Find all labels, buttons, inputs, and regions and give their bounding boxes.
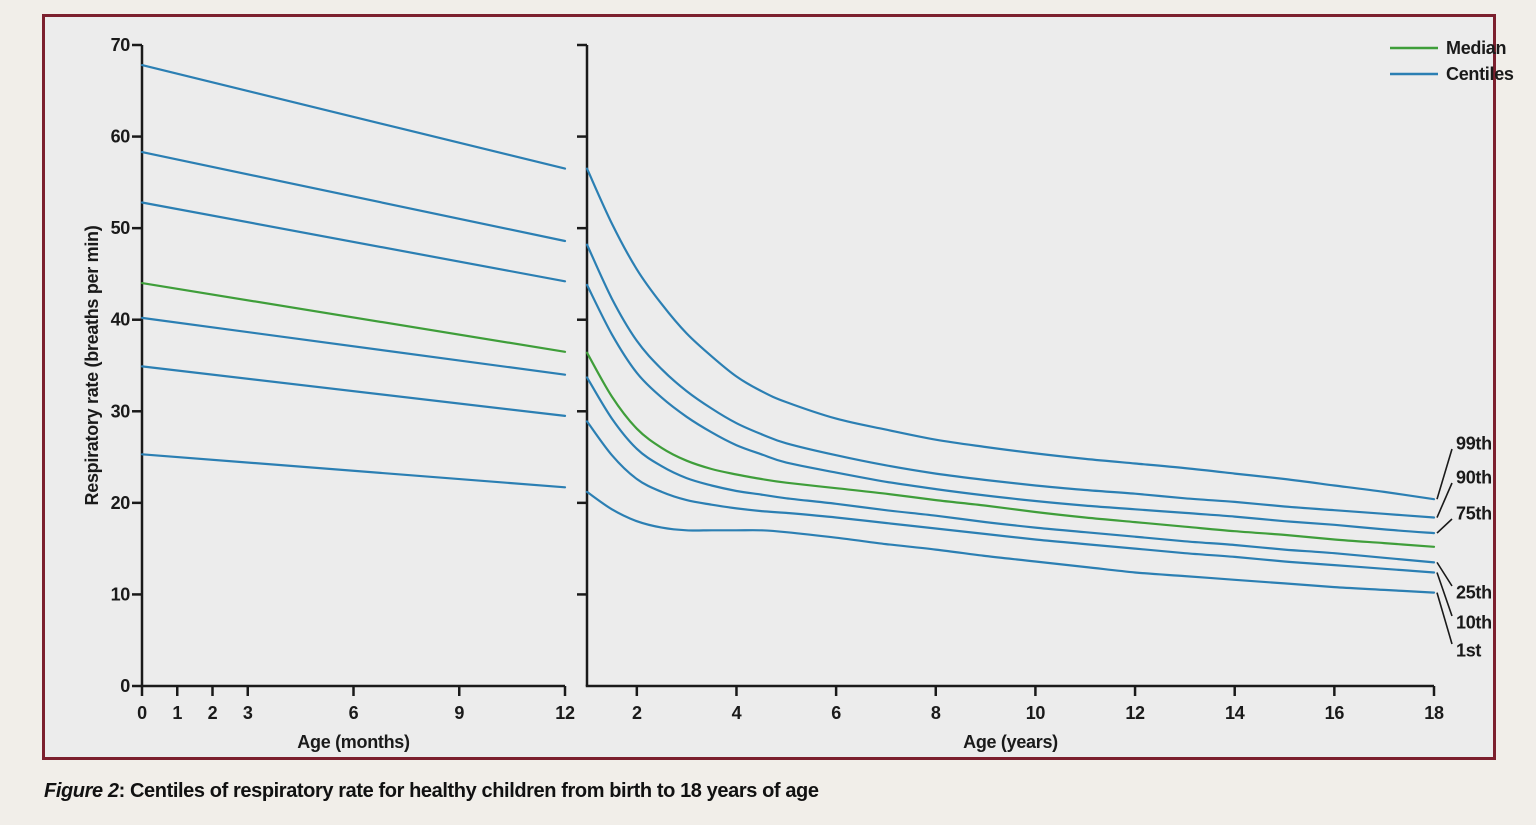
x-tick-label: 4 <box>732 703 742 723</box>
y-tick-label: 60 <box>111 127 131 147</box>
x-tick-label: 6 <box>349 703 359 723</box>
leader-line-10th <box>1436 572 1453 617</box>
centile-line-99th <box>585 167 1436 501</box>
x-tick-label: 18 <box>1424 703 1444 723</box>
centile-line-25th <box>585 376 1436 564</box>
leader-line-90th <box>1436 482 1453 518</box>
leader-line-1st <box>1436 592 1453 645</box>
centile-line-25th <box>140 316 567 376</box>
x-tick-label: 16 <box>1325 703 1345 723</box>
y-tick-label: 0 <box>120 676 130 696</box>
centile-line-10th <box>140 365 567 417</box>
centile-line-90th <box>585 243 1436 519</box>
x-tick-label: 14 <box>1225 703 1245 723</box>
x-tick-label: 10 <box>1026 703 1046 723</box>
y-tick-label: 20 <box>111 493 131 513</box>
y-tick-label: 50 <box>111 218 131 238</box>
y-axis-title: Respiratory rate (breaths per min) <box>82 225 102 505</box>
y-tick-label: 40 <box>111 310 131 330</box>
x-tick-label: 2 <box>208 703 218 723</box>
x-tick-label: 3 <box>243 703 253 723</box>
x-tick-label: 12 <box>1125 703 1145 723</box>
centile-line-10th <box>585 420 1436 574</box>
x-tick-label: 0 <box>137 703 147 723</box>
centile-end-label-90th: 90th <box>1456 468 1492 488</box>
leader-line-99th <box>1436 448 1453 500</box>
x-tick-label: 6 <box>831 703 841 723</box>
leader-line-25th <box>1436 561 1453 587</box>
figure-caption: Figure 2: Centiles of respiratory rate f… <box>44 780 1494 803</box>
leader-line-75th <box>1436 518 1453 534</box>
x-tick-label: 9 <box>454 703 464 723</box>
centile-line-90th <box>140 151 567 243</box>
x-tick-label: 2 <box>632 703 642 723</box>
figure-caption-label: Figure 2 <box>44 780 119 802</box>
figure-caption-text: : Centiles of respiratory rate for healt… <box>118 780 819 802</box>
legend-label-centiles: Centiles <box>1446 64 1514 84</box>
centile-end-label-10th: 10th <box>1456 613 1492 633</box>
y-tick-label: 70 <box>111 35 131 55</box>
right-x-axis-title: Age (years) <box>963 732 1058 752</box>
centile-line-median <box>585 351 1436 548</box>
centile-line-75th <box>585 283 1436 535</box>
centile-end-label-75th: 75th <box>1456 504 1492 524</box>
x-tick-label: 12 <box>555 703 575 723</box>
left-x-axis-title: Age (months) <box>297 732 410 752</box>
centile-end-label-1st: 1st <box>1456 641 1481 661</box>
x-tick-label: 1 <box>172 703 182 723</box>
y-tick-label: 10 <box>111 584 131 604</box>
centile-line-75th <box>140 201 567 283</box>
x-tick-label: 8 <box>931 703 941 723</box>
y-tick-label: 30 <box>111 401 131 421</box>
centile-line-99th <box>140 63 567 170</box>
centile-line-1st <box>585 490 1436 594</box>
legend-label-median: Median <box>1446 38 1506 58</box>
centile-end-label-25th: 25th <box>1456 583 1492 603</box>
centile-line-1st <box>140 453 567 489</box>
centile-line-median <box>140 282 567 353</box>
figure-frame <box>42 14 1496 760</box>
centile-end-label-99th: 99th <box>1456 434 1492 454</box>
